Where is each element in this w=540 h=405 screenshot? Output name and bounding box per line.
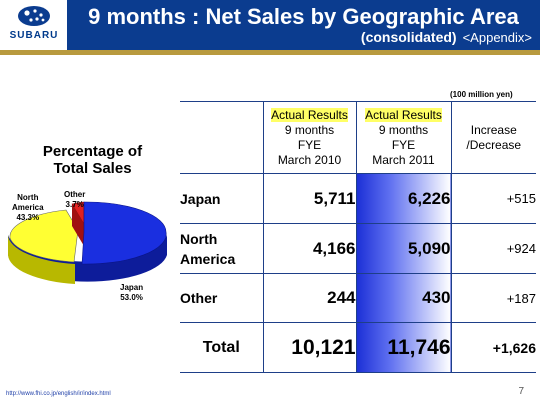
pie-label-japan-name: Japan: [120, 283, 144, 292]
unit-note: (100 million yen): [450, 90, 513, 99]
row-label: North America: [180, 223, 263, 274]
cell-fy2010: 5,711: [262, 173, 356, 224]
pie-label-other-pct: 3.7%: [65, 200, 84, 209]
table-header-row: Actual Results 9 months FYE March 2010 A…: [180, 101, 536, 174]
pie-label-japan-pct: 53.0%: [120, 293, 143, 302]
header-empty-cell: [180, 101, 263, 174]
subtitle-appendix: <Appendix>: [462, 30, 532, 45]
cell-fy2010: 244: [262, 273, 356, 323]
header-fy2010-line3: FYE: [297, 137, 322, 152]
subaru-logo: SUBARU: [0, 0, 66, 50]
row-label-line1: Other: [180, 290, 218, 306]
pie-chart: [8, 201, 167, 284]
pie-slice-japan: [81, 201, 167, 265]
cell-change: +515: [450, 173, 536, 224]
header-fy2010-line2: 9 months: [284, 122, 335, 137]
pleiades-logo-icon: [18, 6, 50, 26]
header-fy2011-line4: March 2011: [372, 152, 435, 167]
header-fy2010-line4: March 2010: [277, 152, 342, 167]
header-fy2011-line3: FYE: [391, 137, 416, 152]
pie-label-other-name: Other: [64, 190, 86, 199]
row-label-line1: Japan: [180, 190, 221, 207]
cell-fy2011: 6,226: [355, 173, 451, 224]
page-title: 9 months : Net Sales by Geographic Area: [88, 4, 519, 29]
pie-title-line1: Percentage of: [42, 143, 143, 160]
cell-fy2011: 5,090: [355, 223, 451, 274]
table-row: Other 244 430 +187: [180, 273, 536, 323]
cell-change: +924: [450, 223, 536, 274]
header-fy2011-line2: 9 months: [378, 122, 429, 137]
cell-fy2010: 4,166: [262, 223, 356, 274]
row-label-line2: America: [180, 250, 236, 267]
row-label: Japan: [180, 173, 263, 224]
table-row: Japan 5,711 6,226 +515: [180, 173, 536, 224]
header-fy2011: Actual Results 9 months FYE March 2011: [355, 101, 451, 174]
header-fy2010: Actual Results 9 months FYE March 2010: [262, 101, 356, 174]
table-total-row: Total 10,121 11,746 +1,626: [180, 322, 536, 373]
footer-link[interactable]: http://www.fhi.co.jp/english/ir/index.ht…: [6, 391, 111, 397]
pie-label-na-line1: North: [17, 193, 39, 202]
total-fy2011: 11,746: [355, 322, 451, 373]
pie-title-line2: Total Sales: [53, 160, 132, 177]
pie-side-north-america: [8, 235, 75, 284]
header-fy2010-line1: Actual Results: [271, 107, 348, 122]
pie-label-na-line2: America: [12, 203, 44, 212]
cell-fy2011: 430: [355, 273, 451, 323]
header-band: 9 months : Net Sales by Geographic Area …: [67, 0, 540, 50]
sales-table: Actual Results 9 months FYE March 2010 A…: [180, 101, 536, 373]
header-change-line2: /Decrease: [466, 137, 522, 152]
pie-label-japan: Japan 53.0%: [120, 283, 143, 303]
header-fy2011-line1: Actual Results: [365, 107, 442, 122]
total-fy2010: 10,121: [262, 322, 356, 373]
cell-change: +187: [450, 273, 536, 323]
header-change: Increase /Decrease: [450, 101, 536, 174]
page-number: 7: [518, 386, 524, 397]
table-row: North America 4,166 5,090 +924: [180, 223, 536, 274]
pie-title: Percentage of Total Sales: [15, 143, 170, 177]
subtitle-consolidated: (consolidated): [360, 29, 457, 45]
pie-slice-north-america: [9, 209, 79, 263]
pie-label-na-pct: 43.3%: [16, 213, 40, 222]
header-divider: [0, 50, 540, 55]
header-change-line1: Increase: [470, 122, 517, 137]
pie-side-other: [72, 204, 84, 246]
row-label: Other: [180, 273, 263, 323]
total-label: Total: [180, 322, 263, 373]
row-label-line1: North: [180, 230, 218, 247]
pie-label-other: Other 3.7%: [64, 190, 85, 210]
total-change: +1,626: [450, 322, 536, 373]
page-subtitle: (consolidated) <Appendix>: [361, 29, 532, 45]
logo-text: SUBARU: [9, 30, 59, 41]
pie-label-north-america: North America 43.3%: [12, 193, 44, 223]
